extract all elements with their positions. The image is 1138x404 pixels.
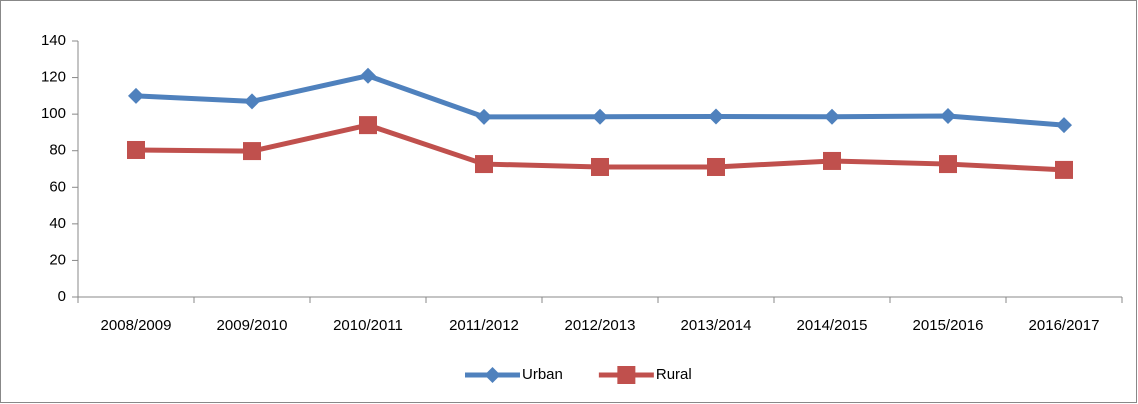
marker [360, 67, 376, 84]
marker [1055, 160, 1073, 179]
marker [1056, 117, 1072, 134]
marker [940, 107, 956, 124]
marker [591, 157, 609, 176]
x-tick-label: 2010/2011 [333, 317, 403, 334]
y-tick-label: 120 [41, 69, 66, 86]
x-tick-label: 2012/2013 [565, 317, 636, 334]
marker [592, 108, 608, 125]
x-tick-label: 2011/2012 [449, 317, 519, 334]
y-tick-label: 60 [49, 178, 66, 195]
y-tick-label: 100 [41, 105, 66, 122]
marker [707, 157, 725, 176]
marker [127, 140, 145, 159]
x-tick-label: 2008/2009 [101, 317, 172, 334]
x-tick-label: 2009/2010 [217, 317, 288, 334]
x-tick-label: 2015/2016 [913, 317, 984, 334]
legend-label: Urban [522, 366, 563, 383]
legend-label: Rural [656, 366, 692, 383]
marker [476, 108, 492, 125]
x-tick-label: 2016/2017 [1029, 317, 1100, 334]
marker [939, 155, 957, 174]
marker [823, 151, 841, 170]
marker [243, 142, 261, 161]
marker [708, 108, 724, 125]
y-tick-label: 80 [49, 142, 66, 159]
marker [484, 367, 501, 383]
marker [475, 155, 493, 174]
y-tick-label: 140 [41, 32, 66, 49]
marker [244, 93, 260, 110]
x-tick-label: 2013/2014 [681, 317, 752, 334]
marker [359, 116, 377, 135]
y-tick-label: 40 [49, 215, 66, 232]
y-tick-label: 0 [58, 288, 66, 305]
marker [824, 108, 840, 125]
x-tick-label: 2014/2015 [797, 317, 868, 334]
marker [128, 87, 144, 104]
marker [617, 366, 636, 384]
y-tick-label: 20 [49, 251, 66, 268]
